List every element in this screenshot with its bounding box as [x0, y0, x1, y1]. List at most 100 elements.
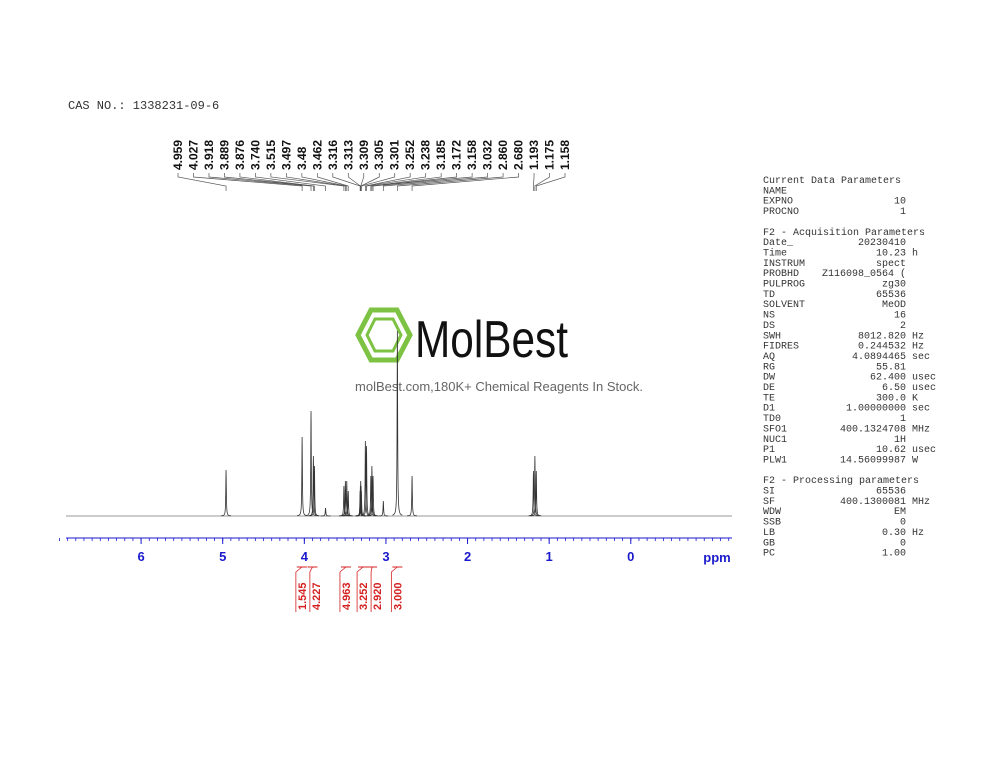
peak-label: 3.876	[233, 140, 247, 170]
watermark-brand: MolBest	[415, 311, 568, 369]
x-tick-label: 5	[219, 549, 226, 564]
peak-label: 2.860	[496, 140, 510, 170]
x-tick-label: 6	[137, 549, 144, 564]
x-tick-label: 3	[382, 549, 389, 564]
param-key: SFO1	[763, 424, 787, 435]
peak-connector	[286, 173, 346, 191]
param-value: 0.244532	[858, 342, 906, 353]
param-key: PROBHD	[763, 269, 799, 280]
peak-connector	[411, 173, 519, 191]
peak	[297, 436, 308, 517]
peak	[378, 500, 389, 517]
param-key: GB	[763, 538, 775, 549]
peak-connector	[534, 173, 550, 191]
param-value: MeOD	[882, 300, 906, 311]
peak-connector	[397, 173, 504, 191]
param-key: DS	[763, 321, 775, 332]
integral-bracket	[295, 566, 303, 612]
integral-label: 3.000	[392, 582, 404, 610]
peak-label: 3.252	[403, 140, 417, 170]
x-tick-label: 1	[546, 549, 553, 564]
param-unit: K	[912, 393, 918, 404]
integral-label: 4.963	[341, 582, 353, 610]
peak-label: 3.889	[217, 140, 231, 170]
integral-label: 1.545	[297, 582, 309, 610]
param-key: EXPNO	[763, 197, 793, 208]
x-tick-label: 0	[627, 549, 634, 564]
peak	[531, 470, 542, 517]
peak	[368, 475, 378, 517]
param-unit: Hz	[912, 528, 924, 539]
peak-connector	[208, 173, 312, 191]
peak-label: 3.740	[248, 140, 262, 170]
param-value: Z116098_0564 (	[822, 268, 906, 280]
param-value: 1H	[894, 435, 906, 446]
param-key: WDW	[763, 507, 781, 518]
peak-connector	[255, 173, 326, 191]
peak	[529, 455, 540, 517]
peak-connector	[535, 173, 566, 191]
param-unit: usec	[912, 445, 936, 456]
param-value: 0	[900, 538, 906, 549]
peak-label: 3.515	[264, 140, 278, 170]
param-value: 16	[894, 311, 906, 322]
param-unit: usec	[912, 383, 936, 394]
integral-label: 4.227	[311, 582, 323, 610]
param-key: Time	[763, 247, 787, 259]
param-key: SSB	[763, 518, 781, 529]
peak-label: 4.027	[186, 140, 200, 170]
x-axis-label: ppm	[703, 550, 730, 565]
param-key: DE	[763, 383, 775, 394]
param-key: SOLVENT	[763, 300, 805, 311]
param-value: 14.56099987	[840, 455, 906, 466]
param-value: 65536	[876, 487, 906, 498]
param-value: 6.50	[882, 383, 906, 394]
param-key: TD0	[763, 414, 781, 425]
peak	[356, 490, 367, 517]
peak-connector	[366, 173, 427, 191]
peak-connector	[361, 173, 396, 191]
param-unit: h	[912, 247, 918, 259]
param-value: 1.00	[882, 549, 906, 560]
peak-label: 3.309	[357, 140, 371, 170]
param-key: DW	[763, 373, 775, 384]
param-value: 10	[894, 197, 906, 208]
param-section-title: F2 - Acquisition Parameters	[763, 227, 925, 239]
peak	[407, 475, 417, 517]
param-key: INSTRUM	[763, 259, 805, 270]
param-key: Date_	[763, 238, 794, 249]
peak-label: 3.238	[419, 140, 433, 170]
param-key: LB	[763, 528, 775, 539]
peak-label: 3.172	[450, 140, 464, 170]
peak-connector	[301, 173, 348, 191]
param-value: spect	[876, 259, 906, 270]
peak-label: 1.193	[527, 140, 541, 170]
peak-connector	[370, 173, 442, 191]
param-value: 1	[900, 414, 906, 425]
param-value: 20230410	[858, 238, 906, 249]
param-section-title: Current Data Parameters	[763, 176, 901, 187]
integral-bracket	[390, 566, 398, 612]
param-key: NAME	[763, 186, 787, 197]
integral-bracket	[356, 566, 364, 612]
peak-connector	[177, 173, 227, 191]
integral-label: 2.920	[372, 582, 384, 610]
param-key: SWH	[763, 331, 781, 342]
param-value: 10.23	[876, 248, 906, 259]
param-key: TD	[763, 290, 775, 301]
peak-label: 3.462	[310, 140, 324, 170]
peak-label: 3.158	[465, 140, 479, 170]
integral-bracket	[339, 566, 347, 612]
param-key: PULPROG	[763, 280, 805, 291]
param-unit: MHz	[912, 497, 930, 508]
param-value: 62.400	[870, 373, 906, 384]
peak-label: 1.158	[558, 140, 572, 170]
param-key: TE	[763, 393, 775, 404]
peak	[320, 507, 331, 517]
param-key: P1	[763, 445, 775, 456]
peak	[309, 465, 320, 517]
param-key: PLW1	[763, 455, 787, 466]
x-tick-label: 4	[301, 549, 309, 564]
param-section-title: F2 - Processing parameters	[763, 475, 919, 487]
